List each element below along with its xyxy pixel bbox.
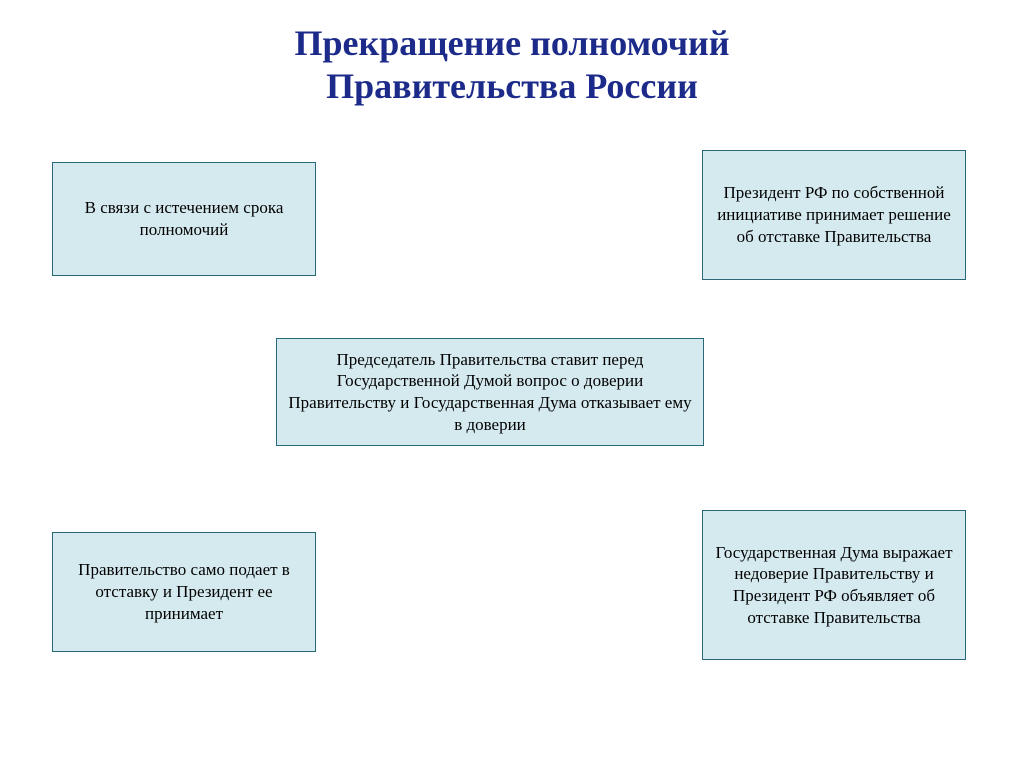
box-text: Президент РФ по собственной инициативе п… (713, 182, 955, 247)
title-line-1: Прекращение полномочий (294, 23, 729, 63)
box-text: Государственная Дума выражает недоверие … (713, 542, 955, 629)
box-president-initiative: Президент РФ по собственной инициативе п… (702, 150, 966, 280)
box-self-resignation: Правительство само подает в отставку и П… (52, 532, 316, 652)
title-line-2: Правительства России (326, 66, 698, 106)
box-text: Правительство само подает в отставку и П… (63, 559, 305, 624)
slide-title: Прекращение полномочий Правительства Рос… (0, 0, 1024, 108)
box-text: Председатель Правительства ставит перед … (287, 349, 693, 436)
box-term-expiry: В связи с истечением срока полномочий (52, 162, 316, 276)
box-confidence-question: Председатель Правительства ставит перед … (276, 338, 704, 446)
box-duma-no-confidence: Государственная Дума выражает недоверие … (702, 510, 966, 660)
box-text: В связи с истечением срока полномочий (63, 197, 305, 241)
